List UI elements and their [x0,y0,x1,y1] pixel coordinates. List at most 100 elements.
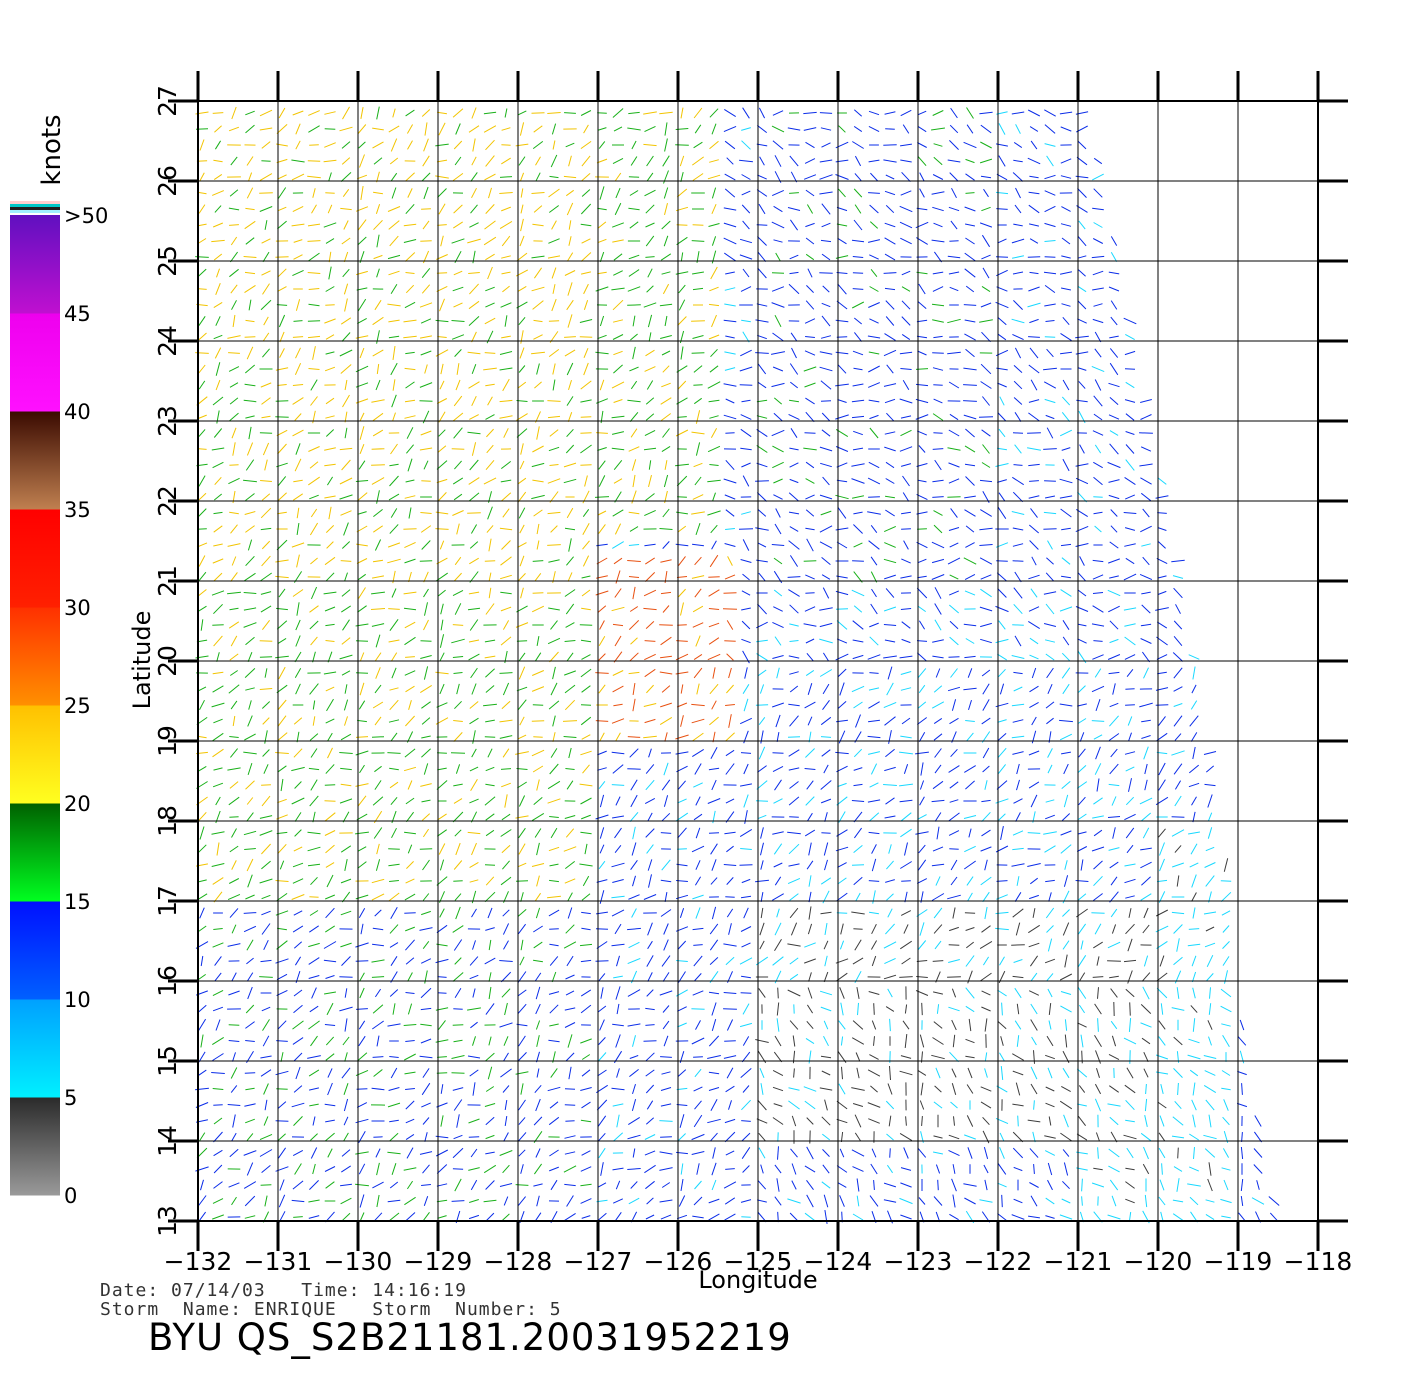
wind-vector [580,140,592,150]
wind-vector [680,171,684,183]
wind-vector [791,347,797,359]
wind-vector [374,780,382,790]
wind-vector [963,367,977,371]
wind-vector [424,970,428,984]
wind-vector [773,397,783,405]
wind-vector [900,190,912,196]
wind-vector [359,652,365,662]
wind-vector [372,927,384,931]
wind-vector [231,300,237,310]
wind-vector [372,349,384,357]
wind-vector [740,1068,752,1078]
wind-vector [452,656,464,658]
wind-vector [868,192,880,194]
wind-vector [933,1101,943,1109]
wind-vector [261,1165,271,1173]
wind-vector [998,813,1006,821]
wind-vector [582,875,590,887]
wind-vector [836,479,848,483]
wind-vector [869,204,879,214]
wind-vector [1062,316,1070,326]
wind-vector [566,299,574,311]
wind-vector [676,576,688,578]
wind-vector [1108,1165,1120,1173]
wind-vector [723,1055,737,1059]
wind-vector [548,991,560,995]
wind-vector [997,238,1007,244]
wind-vector [661,350,671,356]
wind-vector [227,1104,241,1106]
wind-vector [692,732,704,742]
wind-vector [1207,1020,1213,1030]
wind-vector [1156,972,1168,982]
wind-vector [485,603,495,615]
wind-vector [964,655,976,659]
wind-vector [1047,540,1053,550]
wind-vector [628,511,640,515]
wind-vector [405,479,415,483]
y-tick-label: 14 [153,1125,182,1157]
wind-vector [517,699,527,711]
wind-vector [499,220,513,230]
wind-vector [693,653,703,661]
wind-vector [341,1212,351,1222]
wind-vector [453,395,463,407]
wind-vector [777,1146,779,1160]
wind-vector [804,829,816,837]
wind-vector [1012,830,1024,836]
wind-vector [470,667,478,679]
y-tick-label: 27 [153,85,182,117]
wind-vector [886,860,894,870]
y-tick-label: 19 [153,725,182,757]
wind-vector [341,670,351,676]
wind-vector [997,507,1007,519]
wind-vector [1236,1102,1248,1108]
wind-vector [1028,463,1040,467]
wind-vector [803,560,817,562]
wind-vector [903,540,909,550]
wind-vector [1043,591,1057,595]
wind-vector [1045,572,1055,582]
wind-vector [1112,827,1116,839]
wind-vector [1204,862,1216,868]
wind-vector [659,1199,673,1203]
wind-vector [231,106,237,120]
wind-vector [532,560,544,562]
wind-vector [1013,300,1023,310]
wind-vector [596,1099,608,1111]
wind-vector [659,303,673,307]
wind-vector [885,478,895,484]
wind-vector [1174,1100,1182,1110]
wind-vector [261,415,271,419]
wind-vector [374,988,382,998]
wind-vector [662,972,670,982]
wind-vector [436,1164,448,1174]
wind-vector [803,111,817,115]
wind-vector [1124,636,1136,646]
wind-vector [547,112,561,114]
wind-vector [388,125,400,133]
wind-vector [856,1067,860,1079]
wind-vector [372,412,384,422]
wind-vector [979,479,993,483]
wind-vector [1124,623,1136,627]
wind-vector [837,364,847,374]
wind-vector [275,958,289,964]
wind-vector [931,574,945,580]
wind-vector [1029,654,1039,660]
wind-vector [1092,207,1104,211]
wind-vector [500,971,512,983]
wind-vector [677,798,687,804]
wind-vector [597,767,607,771]
wind-vector [1124,878,1136,884]
wind-vector [899,1197,913,1205]
wind-vector [550,154,558,168]
wind-vector [499,351,513,355]
wind-vector [711,1162,717,1176]
wind-vector [776,732,780,742]
wind-vector [405,992,415,994]
wind-vector [1030,1066,1038,1080]
wind-vector [229,412,239,422]
wind-vector [1060,351,1072,355]
wind-vector [405,172,415,182]
